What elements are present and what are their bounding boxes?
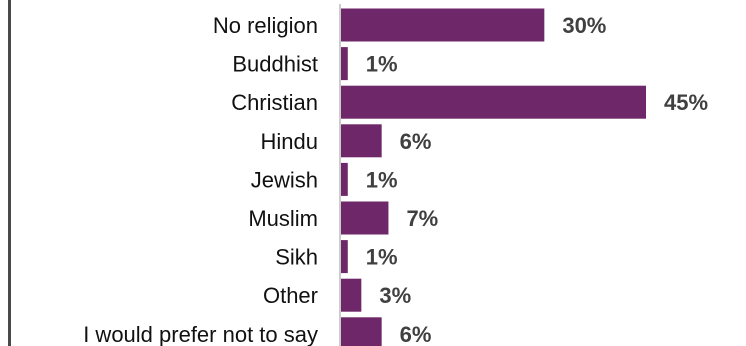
bar (341, 317, 382, 346)
data-label: 45% (664, 90, 708, 115)
category-label: Buddhist (232, 52, 318, 77)
bar (341, 162, 348, 196)
category-label: I would prefer not to say (83, 322, 318, 346)
data-label: 3% (379, 283, 411, 308)
category-label: Other (263, 283, 318, 308)
data-label: 1% (366, 245, 398, 270)
data-label: 6% (400, 129, 432, 154)
bar (341, 201, 389, 235)
category-label: No religion (213, 13, 318, 38)
category-label: Sikh (275, 245, 318, 270)
category-label: Muslim (248, 206, 318, 231)
data-label: 30% (562, 13, 606, 38)
data-label: 1% (366, 52, 398, 77)
category-label: Christian (231, 90, 318, 115)
category-label: Jewish (251, 167, 318, 192)
bar (341, 240, 348, 274)
data-label: 6% (400, 322, 432, 346)
bar (341, 85, 646, 119)
bar (341, 278, 362, 312)
bars: No religion 30% Buddhist 1% Christian 45% Hind… (83, 8, 708, 346)
bar (341, 124, 382, 158)
data-label: 7% (406, 206, 438, 231)
bar (341, 47, 348, 81)
data-label: 1% (366, 167, 398, 192)
bar (341, 8, 545, 42)
category-label: Hindu (261, 129, 318, 154)
left-frame-line (8, 0, 11, 346)
